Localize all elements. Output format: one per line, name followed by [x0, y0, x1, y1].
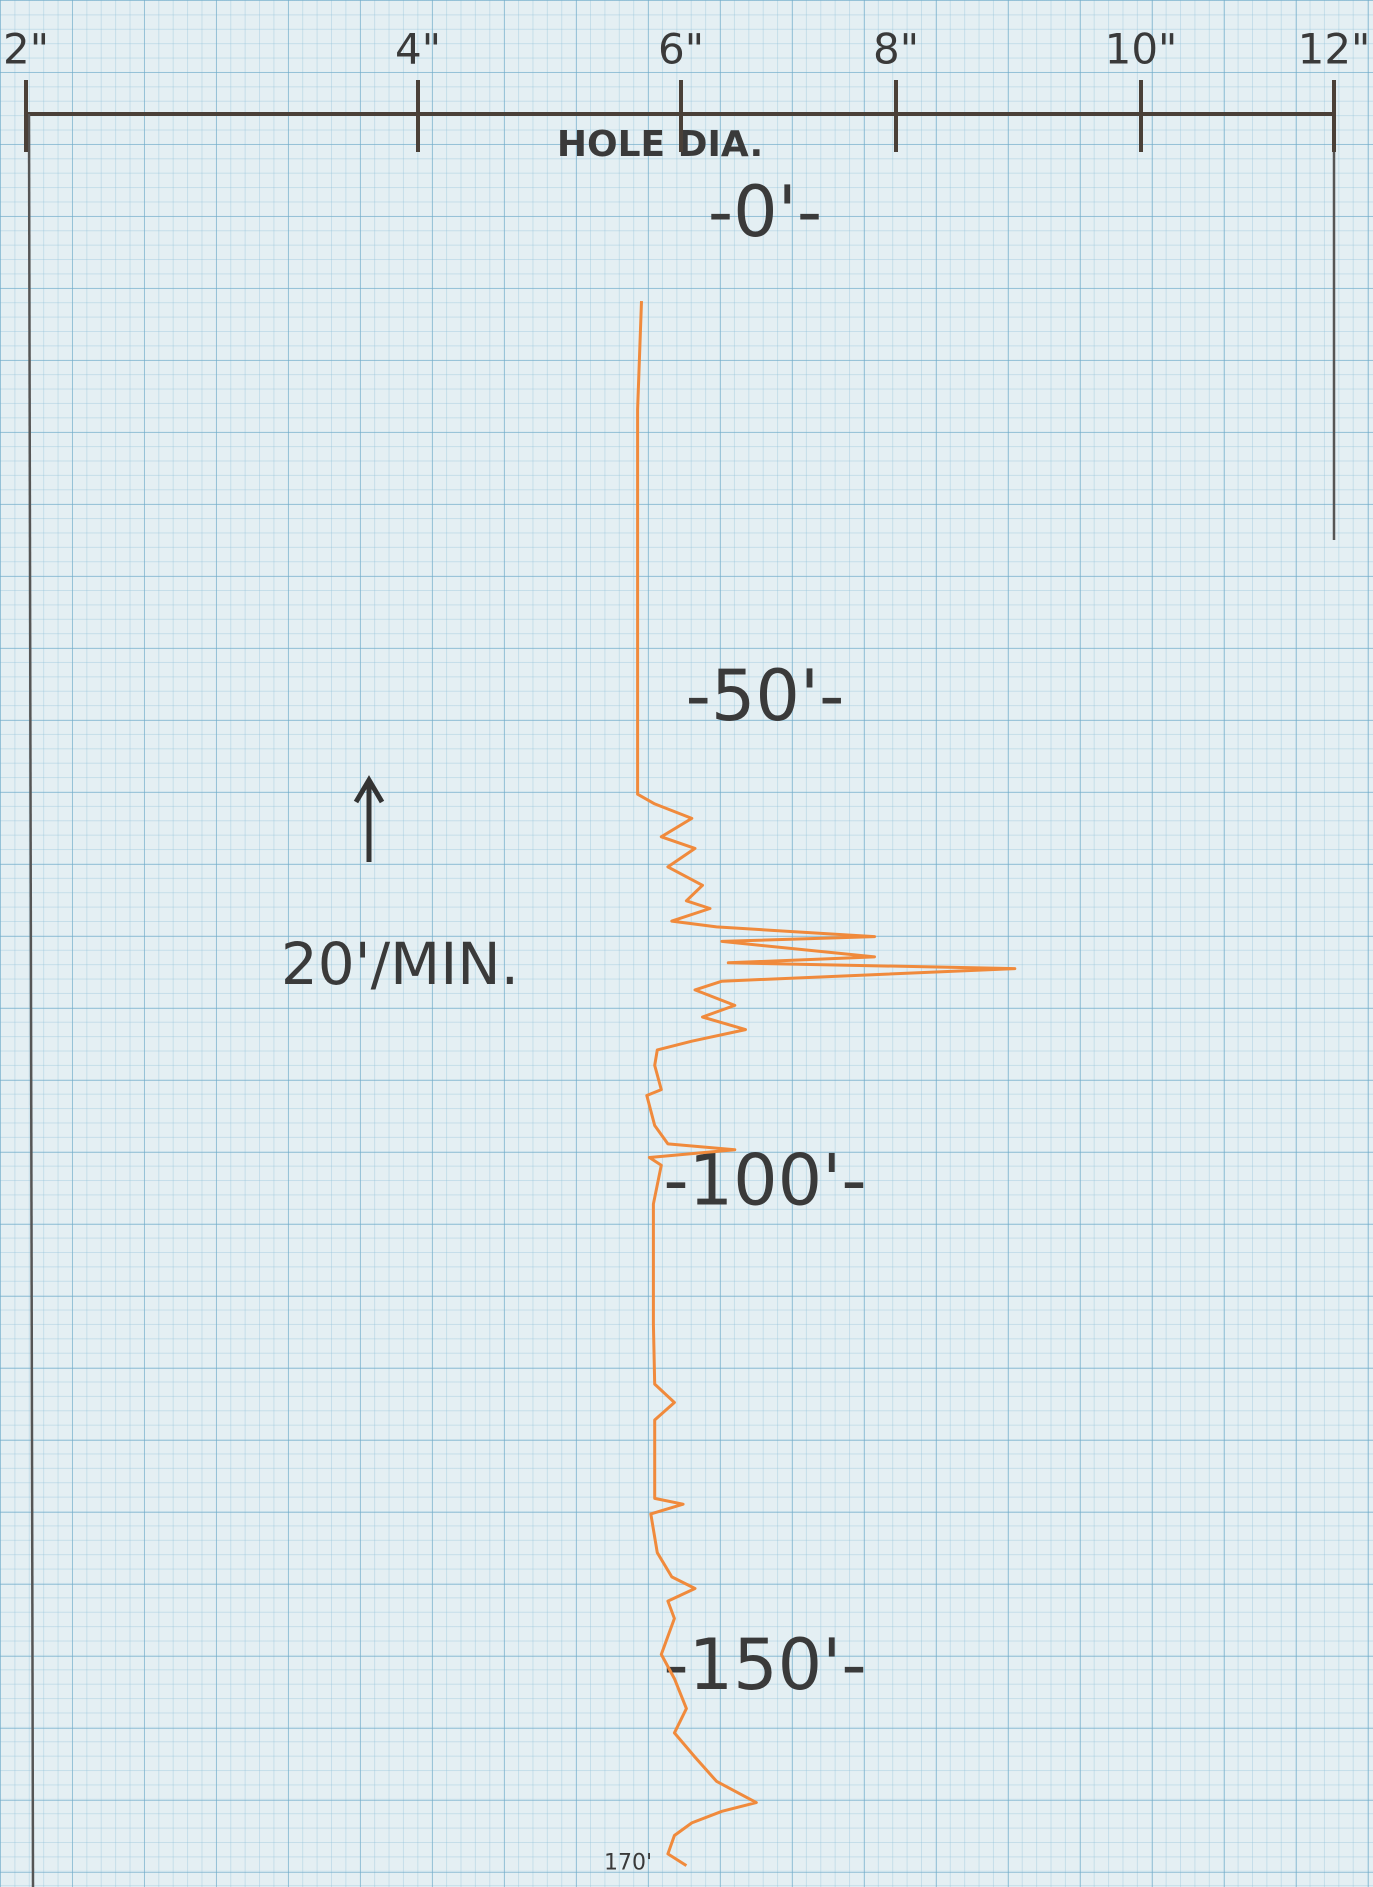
x-tick-label: 2"	[3, 25, 49, 74]
y-tick-label: -50'-	[686, 655, 845, 737]
y-tick-label: -0'-	[708, 171, 822, 253]
x-tick-label: 8"	[873, 25, 919, 74]
annotation: 20'/MIN.	[281, 930, 519, 998]
x-tick-label: 6"	[658, 25, 704, 74]
x-tick-label: 12"	[1298, 25, 1371, 74]
y-tick-label: -150'-	[663, 1624, 866, 1706]
x-tick-label: 10"	[1105, 25, 1178, 74]
y-tick-label: 170'	[604, 1851, 652, 1876]
y-tick-label: -100'-	[663, 1140, 866, 1222]
arrow-head	[353, 775, 385, 804]
caliper-line	[636, 301, 1017, 1867]
left-border	[27, 113, 35, 1887]
x-tick-label: 4"	[395, 25, 441, 74]
x-axis-label: HOLE DIA.	[557, 124, 763, 165]
